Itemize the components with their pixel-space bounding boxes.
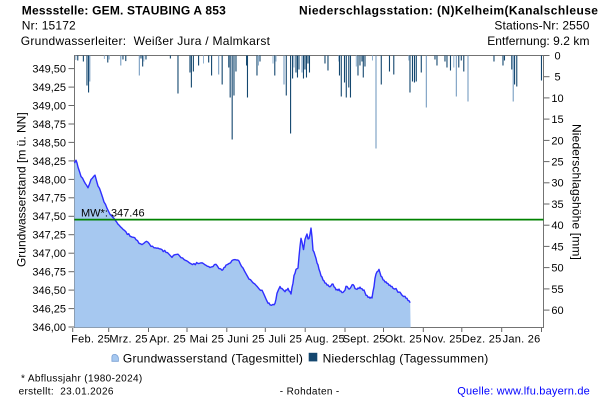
svg-text:Niederschlagsstation: (N)Kelhe: Niederschlagsstation: (N)Kelheim(Kanalsc… bbox=[299, 4, 598, 18]
svg-text:0: 0 bbox=[554, 50, 560, 62]
svg-text:349,00: 349,00 bbox=[32, 100, 66, 112]
svg-text:MW*: 347.46: MW*: 347.46 bbox=[81, 208, 145, 220]
svg-text:60: 60 bbox=[551, 305, 563, 317]
svg-text:50: 50 bbox=[551, 263, 563, 275]
svg-text:10: 10 bbox=[551, 93, 563, 105]
svg-text:346,50: 346,50 bbox=[32, 285, 66, 297]
svg-text:348,00: 348,00 bbox=[32, 174, 66, 186]
svg-text:Entfernung: 9.2 km: Entfernung: 9.2 km bbox=[487, 34, 589, 48]
svg-text:25: 25 bbox=[551, 157, 563, 169]
svg-text:Nov. 25: Nov. 25 bbox=[423, 334, 462, 346]
svg-text:346,75: 346,75 bbox=[32, 267, 66, 279]
svg-text:Niederschlagshöhe [mm]: Niederschlagshöhe [mm] bbox=[570, 124, 584, 260]
svg-text:347,50: 347,50 bbox=[32, 211, 66, 223]
svg-text:Quelle: www.lfu.bayern.de: Quelle: www.lfu.bayern.de bbox=[457, 386, 590, 398]
svg-text:Okt. 25: Okt. 25 bbox=[385, 334, 422, 346]
svg-text:Juli 25: Juli 25 bbox=[269, 334, 303, 346]
svg-text:15: 15 bbox=[551, 114, 563, 126]
svg-text:* Abflussjahr (1980-2024): * Abflussjahr (1980-2024) bbox=[21, 374, 143, 385]
svg-text:Feb. 25: Feb. 25 bbox=[71, 334, 110, 346]
svg-text:Dez. 25: Dez. 25 bbox=[462, 334, 502, 346]
svg-text:Mai 25: Mai 25 bbox=[190, 334, 225, 346]
svg-text:349,50: 349,50 bbox=[32, 64, 66, 76]
svg-text:55: 55 bbox=[551, 284, 563, 296]
svg-text:348,75: 348,75 bbox=[32, 119, 66, 131]
svg-text:5: 5 bbox=[554, 72, 560, 84]
svg-text:20: 20 bbox=[551, 135, 563, 147]
svg-text:- Rohdaten -: - Rohdaten - bbox=[280, 387, 340, 398]
svg-text:348,25: 348,25 bbox=[32, 156, 66, 168]
svg-text:Aug. 25: Aug. 25 bbox=[305, 334, 345, 346]
svg-text:45: 45 bbox=[551, 241, 563, 253]
svg-text:347,25: 347,25 bbox=[32, 230, 66, 242]
svg-text:346,25: 346,25 bbox=[32, 304, 66, 316]
svg-text:Stations-Nr: 2550: Stations-Nr: 2550 bbox=[494, 19, 589, 33]
svg-text:347,75: 347,75 bbox=[32, 193, 66, 205]
svg-text:Juni 25: Juni 25 bbox=[227, 334, 264, 346]
svg-text:Mrz. 25: Mrz. 25 bbox=[109, 334, 147, 346]
svg-text:Grundwasserleiter: Weißer Jur: Grundwasserleiter: Weißer Jura / Malmkar… bbox=[21, 34, 271, 48]
svg-text:Jan. 26: Jan. 26 bbox=[503, 334, 541, 346]
svg-text:30: 30 bbox=[551, 178, 563, 190]
svg-text:346,00: 346,00 bbox=[32, 322, 66, 334]
svg-text:Nr: 15172: Nr: 15172 bbox=[22, 19, 76, 33]
svg-text:Messstelle: GEM. STAUBING A 85: Messstelle: GEM. STAUBING A 853 bbox=[22, 4, 226, 18]
svg-text:35: 35 bbox=[551, 199, 563, 211]
svg-text:Sept. 25: Sept. 25 bbox=[343, 334, 386, 346]
svg-text:349,25: 349,25 bbox=[32, 82, 66, 94]
svg-text:erstellt: 23.01.2026: erstellt: 23.01.2026 bbox=[19, 387, 114, 398]
svg-text:40: 40 bbox=[551, 220, 563, 232]
svg-text:348,50: 348,50 bbox=[32, 137, 66, 149]
svg-text:Apr. 25: Apr. 25 bbox=[149, 334, 186, 346]
svg-text:Grundwasserstand (Tagesmittel): Grundwasserstand (Tagesmittel) bbox=[123, 352, 303, 366]
svg-text:Grundwasserstand [m ü. NN]: Grundwasserstand [m ü. NN] bbox=[14, 112, 28, 267]
svg-text:347,00: 347,00 bbox=[32, 248, 66, 260]
svg-text:Niederschlag (Tagessummen): Niederschlag (Tagessummen) bbox=[323, 352, 489, 366]
